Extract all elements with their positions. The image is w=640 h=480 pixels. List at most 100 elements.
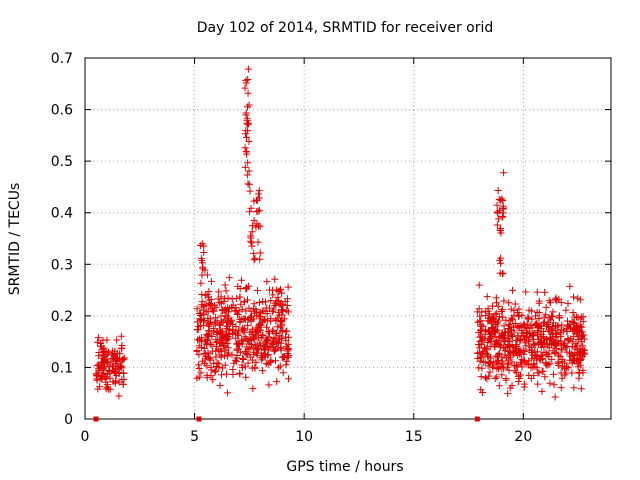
data-point bbox=[278, 289, 286, 297]
data-point bbox=[232, 357, 240, 365]
data-point bbox=[521, 339, 529, 347]
data-point bbox=[237, 315, 245, 323]
data-point bbox=[549, 370, 557, 378]
data-point bbox=[569, 318, 577, 326]
data-point bbox=[479, 347, 487, 355]
data-point bbox=[244, 127, 252, 135]
data-point bbox=[244, 316, 252, 324]
data-point bbox=[103, 336, 111, 344]
data-point bbox=[239, 356, 247, 364]
data-point bbox=[241, 144, 249, 152]
data-point bbox=[212, 314, 220, 322]
data-point bbox=[273, 323, 281, 331]
data-point bbox=[193, 318, 201, 326]
data-point bbox=[510, 362, 518, 370]
data-point bbox=[198, 240, 206, 248]
data-point bbox=[476, 341, 484, 349]
data-point bbox=[197, 369, 205, 377]
data-point bbox=[274, 309, 282, 317]
data-point bbox=[273, 286, 281, 294]
data-point bbox=[500, 297, 508, 305]
data-point bbox=[215, 363, 223, 371]
data-point bbox=[195, 365, 203, 373]
data-point bbox=[525, 346, 533, 354]
data-point bbox=[493, 221, 501, 229]
data-point bbox=[537, 352, 545, 360]
data-point bbox=[115, 392, 123, 400]
y-tick-label: 0 bbox=[64, 412, 73, 428]
data-point bbox=[561, 341, 569, 349]
data-point bbox=[577, 338, 585, 346]
data-point bbox=[253, 328, 261, 336]
data-point bbox=[245, 208, 253, 216]
data-point bbox=[249, 385, 257, 393]
data-point bbox=[533, 356, 541, 364]
data-point bbox=[263, 335, 271, 343]
data-point bbox=[196, 316, 204, 324]
data-point bbox=[235, 307, 243, 315]
data-point bbox=[264, 328, 272, 336]
data-point bbox=[535, 315, 543, 323]
data-point bbox=[247, 204, 255, 212]
data-point bbox=[278, 307, 286, 315]
data-point bbox=[479, 389, 487, 397]
data-point bbox=[116, 358, 124, 366]
data-point bbox=[486, 368, 494, 376]
data-point bbox=[243, 343, 251, 351]
data-point bbox=[563, 327, 571, 335]
data-point bbox=[254, 190, 262, 198]
data-point bbox=[225, 326, 233, 334]
data-point bbox=[530, 360, 538, 368]
data-point bbox=[478, 333, 486, 341]
data-point bbox=[228, 295, 236, 303]
data-point bbox=[259, 367, 267, 375]
data-point bbox=[528, 332, 536, 340]
data-point bbox=[579, 352, 587, 360]
data-point bbox=[522, 342, 530, 350]
data-point bbox=[486, 343, 494, 351]
data-point bbox=[576, 344, 584, 352]
data-point bbox=[201, 291, 209, 299]
data-point bbox=[216, 351, 224, 359]
data-point bbox=[493, 201, 501, 209]
data-point bbox=[538, 387, 546, 395]
data-point bbox=[261, 315, 269, 323]
data-point bbox=[550, 381, 558, 389]
data-point bbox=[546, 299, 554, 307]
data-point bbox=[284, 375, 292, 383]
data-point bbox=[523, 324, 531, 332]
x-tick-label: 5 bbox=[190, 429, 199, 445]
data-point bbox=[551, 341, 559, 349]
data-point bbox=[534, 369, 542, 377]
data-point bbox=[239, 328, 247, 336]
data-point bbox=[557, 384, 565, 392]
data-point bbox=[238, 336, 246, 344]
data-points bbox=[92, 65, 589, 401]
data-point bbox=[270, 301, 278, 309]
data-point bbox=[535, 297, 543, 305]
data-point bbox=[201, 337, 209, 345]
data-point bbox=[195, 361, 203, 369]
data-point bbox=[223, 313, 231, 321]
data-point bbox=[516, 358, 524, 366]
data-point bbox=[528, 315, 536, 323]
data-point bbox=[104, 358, 112, 366]
data-point bbox=[511, 367, 519, 375]
data-point bbox=[546, 360, 554, 368]
data-point bbox=[244, 103, 252, 111]
data-point bbox=[198, 271, 206, 279]
data-point bbox=[278, 328, 286, 336]
data-point bbox=[199, 263, 207, 271]
data-point bbox=[244, 180, 252, 188]
data-point bbox=[263, 278, 271, 286]
plot-frame bbox=[84, 57, 612, 420]
data-point bbox=[548, 355, 556, 363]
data-point bbox=[257, 321, 265, 329]
data-point bbox=[103, 370, 111, 378]
data-point bbox=[260, 316, 268, 324]
data-point bbox=[500, 344, 508, 352]
data-point bbox=[276, 332, 284, 340]
data-point bbox=[509, 286, 517, 294]
data-point bbox=[553, 297, 561, 305]
